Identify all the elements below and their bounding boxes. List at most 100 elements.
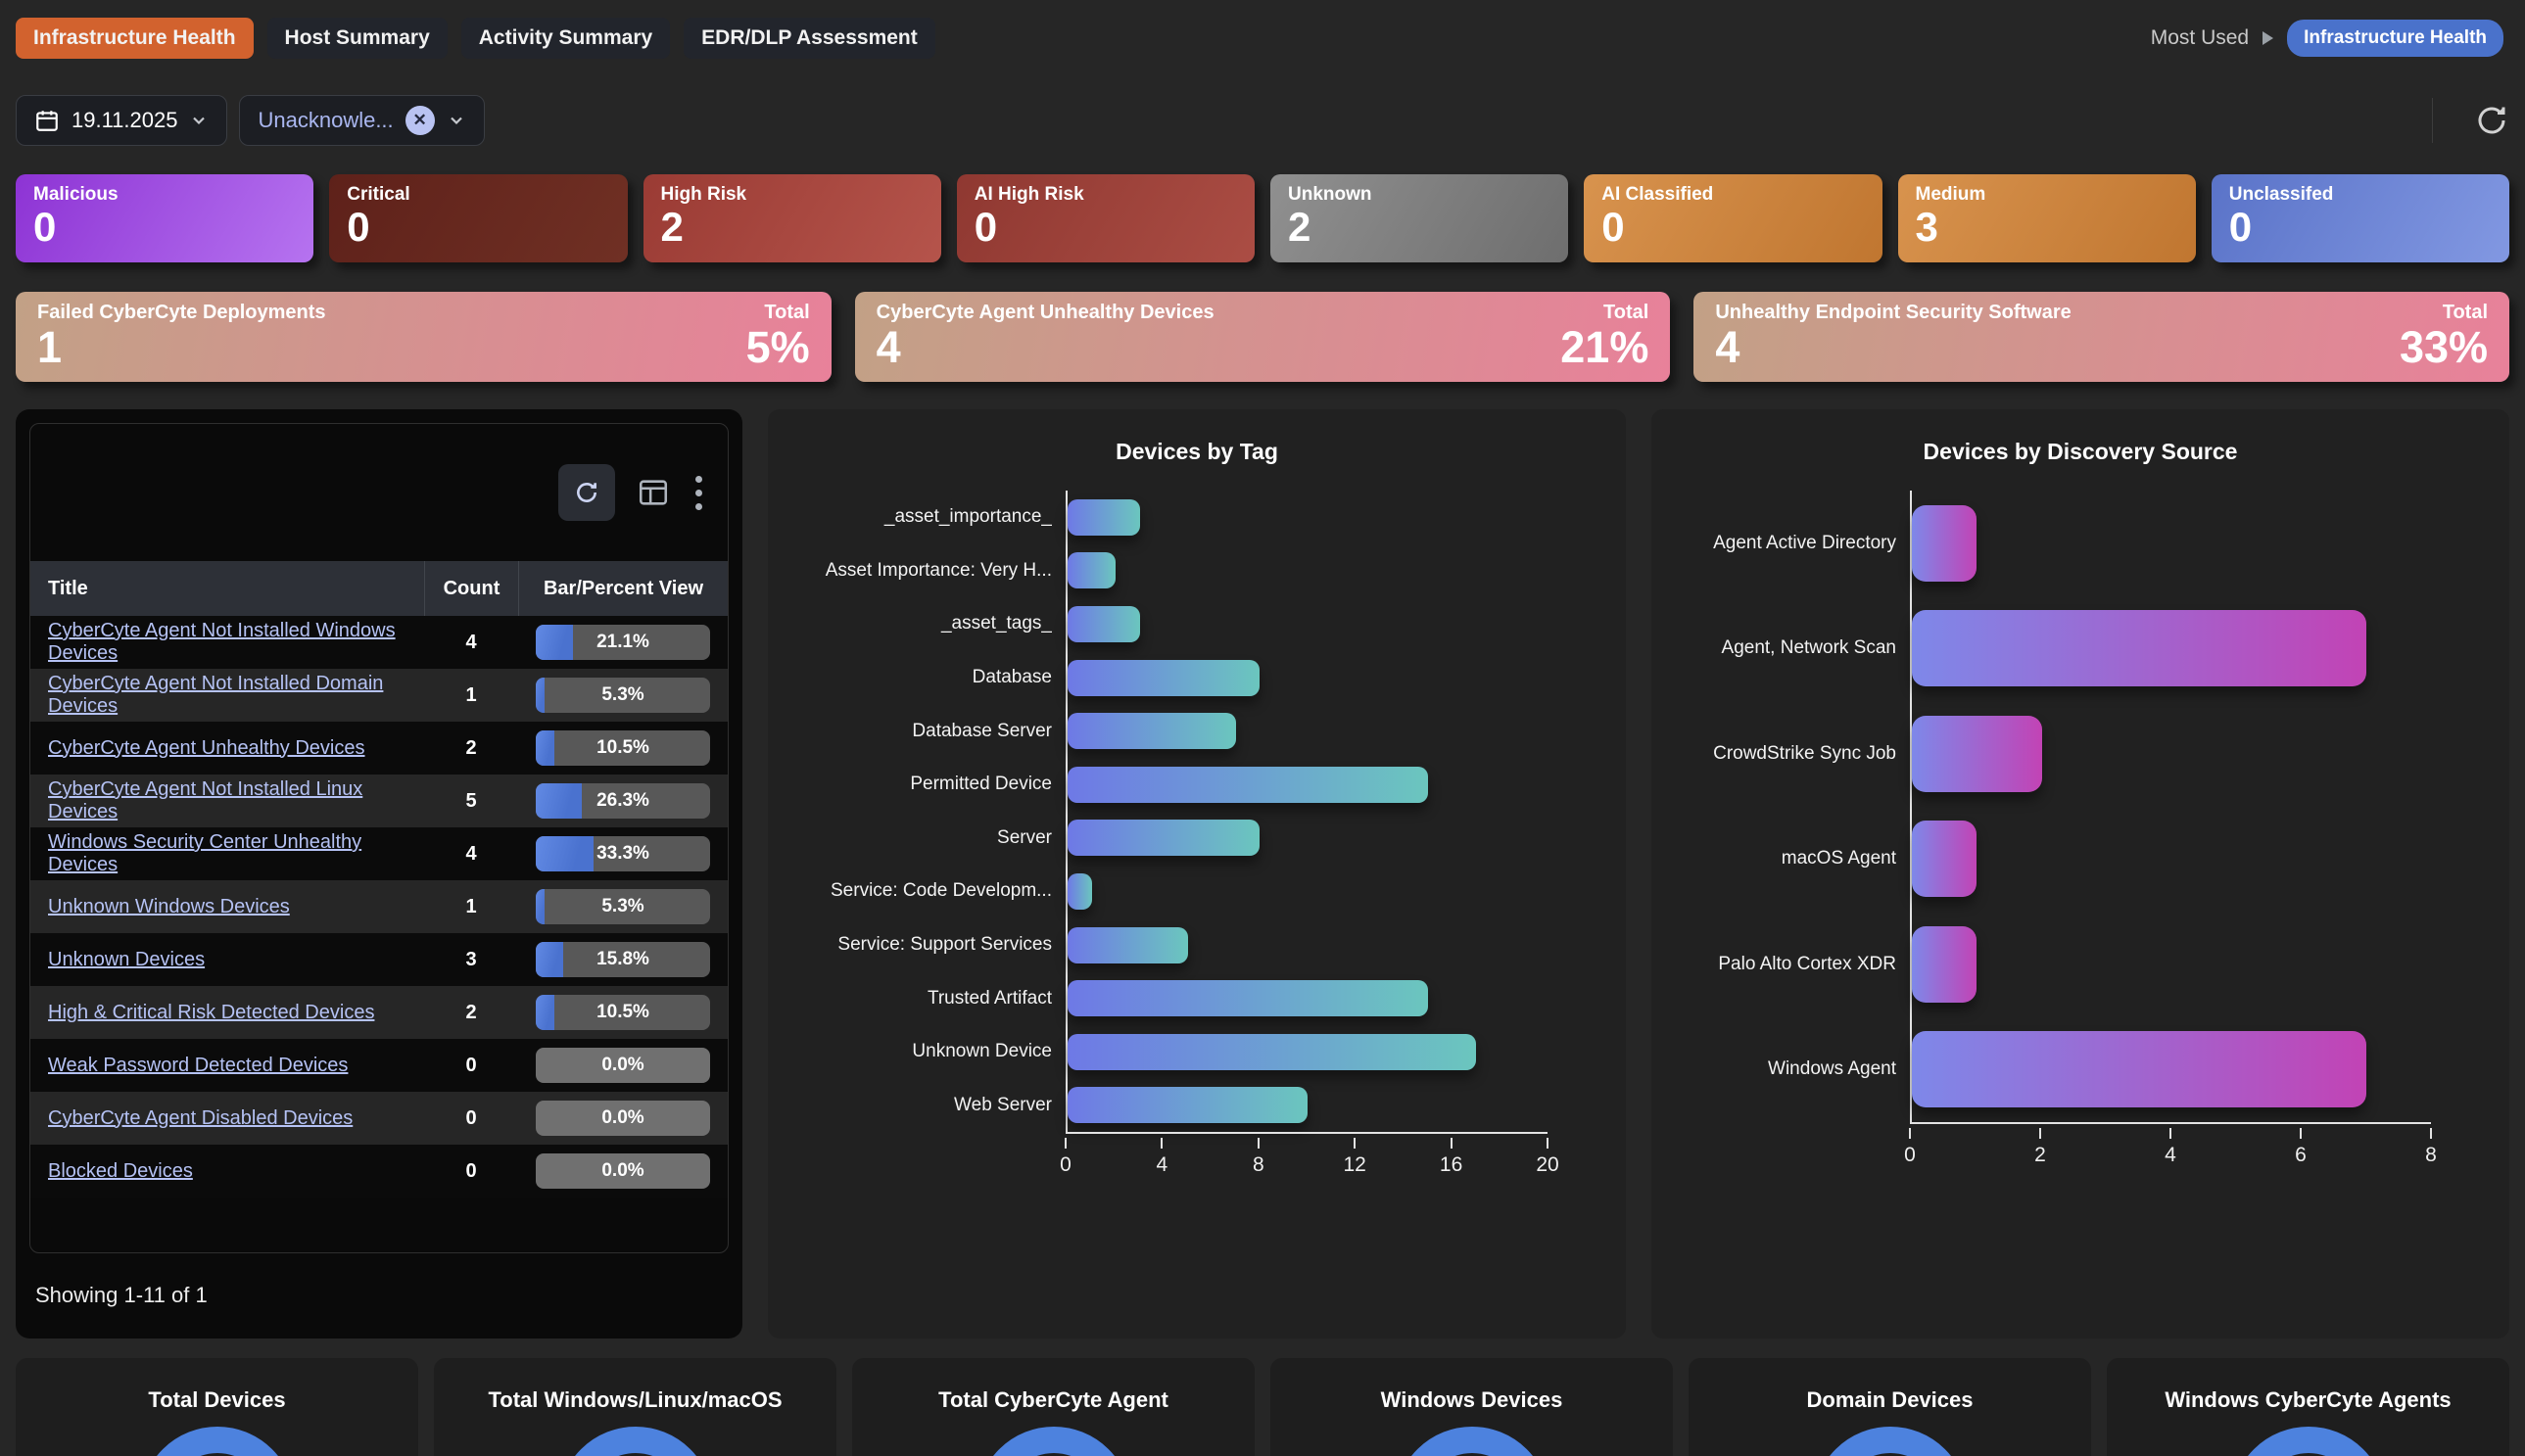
status-card-medium[interactable]: Medium 3 <box>1897 174 2196 262</box>
status-card-value: 3 <box>1915 204 1938 250</box>
percent-pill-label: 21.1% <box>596 632 649 652</box>
status-card-ai-classified[interactable]: AI Classified 0 <box>1584 174 1882 262</box>
row-link[interactable]: Windows Security Center Unhealthy Device… <box>48 831 362 875</box>
most-used-area: Most Used Infrastructure Health <box>2151 20 2503 57</box>
count-value: 0 <box>465 1054 477 1076</box>
clear-filter-icon[interactable]: ✕ <box>405 106 435 135</box>
row-link[interactable]: CyberCyte Agent Unhealthy Devices <box>48 736 365 759</box>
chart-category-label: Web Server <box>954 1094 1052 1115</box>
tab-edr-dlp-assessment[interactable]: EDR/DLP Assessment <box>684 18 935 59</box>
count-cell: 3 <box>424 933 518 986</box>
tab-activity-summary[interactable]: Activity Summary <box>460 18 671 59</box>
chart-bar <box>1068 1087 1308 1124</box>
divider <box>2432 98 2433 143</box>
status-card-label: Medium <box>1915 184 1986 205</box>
status-card-value: 0 <box>347 204 370 250</box>
chart-category-label: Agent, Network Scan <box>1721 637 1896 659</box>
refresh-icon[interactable] <box>2474 103 2509 138</box>
axis-tick-label: 2 <box>2034 1144 2046 1166</box>
chart-category-row: Service: Support Services <box>837 918 1548 972</box>
title-cell: Unknown Devices <box>30 949 424 971</box>
chart-bar <box>1068 498 1140 536</box>
tab-host-summary[interactable]: Host Summary <box>266 18 448 59</box>
percent-pill-fill <box>536 678 546 713</box>
status-card-critical[interactable]: Critical 0 <box>329 174 628 262</box>
percent-pill-label: 15.8% <box>596 949 649 969</box>
chart-category-row: Agent, Network Scan <box>1722 596 2431 702</box>
status-card-label: AI Classified <box>1601 184 1714 205</box>
chart-category-row: Asset Importance: Very H... <box>826 544 1548 598</box>
axis-tick <box>1065 1138 1067 1150</box>
status-card-malicious[interactable]: Malicious 0 <box>16 174 314 262</box>
table-row: Weak Password Detected Devices 0 0.0% <box>30 1039 728 1092</box>
chart-category-label: _asset_importance_ <box>883 506 1052 528</box>
chart-bar <box>1068 872 1092 910</box>
row-link[interactable]: Unknown Devices <box>48 948 206 970</box>
status-card-high-risk[interactable]: High Risk 2 <box>643 174 941 262</box>
row-link[interactable]: Weak Password Detected Devices <box>48 1054 349 1076</box>
chart-bar <box>1068 605 1140 642</box>
row-link[interactable]: CyberCyte Agent Not Installed Domain Dev… <box>48 673 384 717</box>
count-cell: 5 <box>424 775 518 827</box>
status-card-unclassifed[interactable]: Unclassifed 0 <box>2211 174 2509 262</box>
count-value: 4 <box>465 842 477 865</box>
chart-category-row: macOS Agent <box>1782 807 2431 913</box>
percent-pill: 10.5% <box>536 995 710 1030</box>
row-link[interactable]: CyberCyte Agent Disabled Devices <box>48 1106 354 1129</box>
chart-category-row: Agent Active Directory <box>1713 491 2431 596</box>
bar-cell: 21.1% <box>518 616 728 669</box>
column-header-bar: Bar/Percent View <box>518 561 728 616</box>
title-cell: CyberCyte Agent Not Installed Linux Devi… <box>30 778 424 823</box>
title-cell: CyberCyte Agent Disabled Devices <box>30 1107 424 1130</box>
chart-category-row: Permitted Device <box>910 758 1548 812</box>
chart-category-label: Agent Active Directory <box>1713 532 1896 553</box>
chart-bar <box>1068 1033 1476 1070</box>
summary-card-row: Failed CyberCyte Deployments 1 Total 5% Cybe… <box>16 292 2510 382</box>
table-row: CyberCyte Agent Not Installed Domain Dev… <box>30 669 728 722</box>
acknowledge-filter[interactable]: Unacknowle... ✕ <box>239 95 485 146</box>
tab-infrastructure-health[interactable]: Infrastructure Health <box>16 18 254 59</box>
summary-card-total-label: Total <box>1603 302 1649 323</box>
chart-x-axis: 0 4 8 12 16 20 <box>1060 1132 1559 1177</box>
summary-card-right: Total 5% <box>746 302 810 372</box>
title-cell: Unknown Windows Devices <box>30 896 424 918</box>
columns-button[interactable] <box>637 476 670 509</box>
devices-by-tag-chart-panel: Devices by Tag _asset_importance_ Asset Im… <box>768 409 1626 1339</box>
status-card-ai-high-risk[interactable]: AI High Risk 0 <box>956 174 1255 262</box>
bottom-card-title: Windows Devices <box>1380 1387 1563 1412</box>
row-link[interactable]: Unknown Windows Devices <box>48 895 290 917</box>
bottom-card-windows-cybercyte-agents: Windows CyberCyte Agents <box>2107 1358 2509 1456</box>
more-options-button[interactable] <box>691 472 706 514</box>
summary-card-value: 4 <box>876 322 901 372</box>
top-bar: Infrastructure Health Host Summary Activit… <box>16 0 2509 61</box>
summary-card-failed-cybercyte-deployments[interactable]: Failed CyberCyte Deployments 1 Total 5% <box>16 292 832 382</box>
percent-pill-label: 0.0% <box>601 1107 644 1128</box>
calendar-icon <box>36 111 58 131</box>
table-toolbar <box>30 424 728 561</box>
count-cell: 1 <box>424 669 518 722</box>
row-link[interactable]: Blocked Devices <box>48 1159 193 1182</box>
status-card-unknown[interactable]: Unknown 2 <box>1270 174 1569 262</box>
percent-pill: 21.1% <box>536 625 710 660</box>
row-link[interactable]: CyberCyte Agent Not Installed Windows De… <box>48 620 396 664</box>
summary-card-cybercyte-agent-unhealthy-devices[interactable]: CyberCyte Agent Unhealthy Devices 4 Total 2… <box>854 292 1671 382</box>
row-link[interactable]: High & Critical Risk Detected Devices <box>48 1001 375 1023</box>
chart-bar <box>1912 610 2366 687</box>
donut-chart <box>557 1427 713 1456</box>
axis-tick-label: 4 <box>2165 1144 2176 1166</box>
bottom-card-total-devices: Total Devices <box>16 1358 418 1456</box>
date-picker[interactable]: 19.11.2025 <box>16 95 228 146</box>
percent-pill-fill <box>536 995 554 1030</box>
table-refresh-button[interactable] <box>558 464 615 521</box>
bottom-card-title: Windows CyberCyte Agents <box>2165 1387 2452 1412</box>
axis-tick <box>1161 1138 1164 1150</box>
summary-card-unhealthy-endpoint-security-software[interactable]: Unhealthy Endpoint Security Software 4 Tot… <box>1693 292 2510 382</box>
summary-card-left: Failed CyberCyte Deployments 1 <box>37 302 326 372</box>
status-card-value: 0 <box>1601 204 1625 250</box>
percent-pill: 0.0% <box>536 1153 710 1189</box>
status-card-value: 0 <box>974 204 998 250</box>
row-link[interactable]: CyberCyte Agent Not Installed Linux Devi… <box>48 778 363 822</box>
most-used-badge[interactable]: Infrastructure Health <box>2287 20 2503 57</box>
chart-bar <box>1912 1031 2366 1108</box>
